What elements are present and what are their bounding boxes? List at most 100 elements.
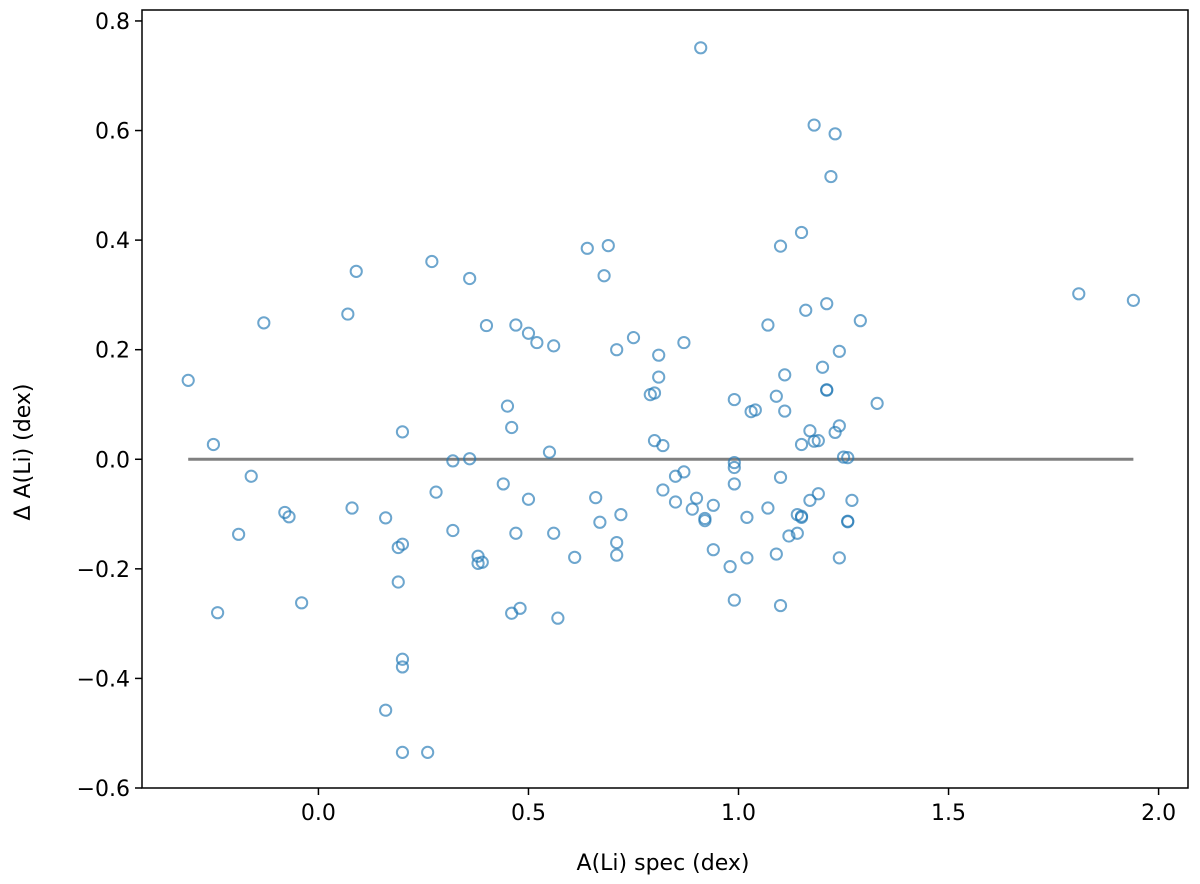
data-point bbox=[395, 537, 410, 551]
data-point bbox=[181, 373, 195, 387]
data-point bbox=[828, 127, 842, 141]
y-tick-label: 0.4 bbox=[95, 229, 130, 254]
data-point bbox=[694, 41, 708, 55]
data-point bbox=[841, 451, 855, 465]
data-point bbox=[794, 510, 809, 524]
y-tick-label: −0.4 bbox=[77, 667, 130, 692]
data-point bbox=[820, 297, 834, 311]
data-point bbox=[626, 331, 641, 345]
data-point bbox=[845, 493, 859, 507]
data-point bbox=[530, 335, 544, 350]
data-point bbox=[773, 598, 788, 613]
data-point bbox=[1126, 293, 1140, 307]
data-point bbox=[568, 550, 582, 564]
data-point bbox=[463, 271, 477, 286]
data-point bbox=[345, 501, 359, 515]
data-point bbox=[689, 491, 704, 505]
data-point bbox=[379, 703, 393, 717]
data-point bbox=[391, 575, 405, 589]
data-point bbox=[244, 469, 258, 483]
data-point bbox=[803, 493, 817, 507]
data-point bbox=[395, 660, 410, 674]
data-point bbox=[211, 606, 225, 620]
data-point bbox=[782, 529, 796, 543]
data-point bbox=[832, 344, 846, 358]
data-point bbox=[614, 508, 628, 522]
data-point bbox=[542, 445, 557, 459]
data-point bbox=[727, 460, 741, 475]
data-point bbox=[668, 495, 683, 509]
data-point bbox=[341, 307, 355, 321]
data-point bbox=[1072, 287, 1086, 301]
data-point bbox=[580, 241, 594, 255]
data-point bbox=[547, 526, 561, 540]
data-point bbox=[794, 437, 809, 452]
data-point bbox=[677, 335, 691, 350]
data-point bbox=[601, 238, 615, 253]
data-point bbox=[395, 745, 410, 759]
data-point bbox=[799, 303, 813, 317]
data-point bbox=[547, 339, 561, 353]
data-point bbox=[807, 118, 821, 132]
data-point bbox=[870, 396, 884, 410]
data-point bbox=[593, 515, 607, 529]
plot-frame bbox=[141, 9, 1189, 789]
data-point bbox=[820, 383, 834, 397]
data-point bbox=[379, 511, 393, 525]
data-point bbox=[610, 535, 624, 550]
data-point bbox=[727, 392, 741, 407]
data-point bbox=[551, 611, 565, 625]
data-point bbox=[761, 318, 775, 332]
data-point bbox=[500, 399, 515, 413]
data-point bbox=[811, 434, 825, 448]
x-axis-label: A(Li) spec (dex) bbox=[577, 851, 750, 876]
data-point bbox=[446, 523, 460, 538]
data-point bbox=[521, 326, 536, 340]
data-point bbox=[610, 343, 624, 357]
data-point bbox=[815, 360, 830, 374]
data-point bbox=[778, 404, 792, 418]
data-point bbox=[463, 452, 477, 466]
data-point bbox=[723, 560, 737, 574]
data-point bbox=[647, 434, 662, 448]
data-point bbox=[727, 593, 741, 607]
data-point bbox=[479, 318, 494, 333]
data-point bbox=[769, 389, 783, 403]
data-point bbox=[794, 225, 809, 240]
data-point bbox=[685, 502, 699, 516]
data-point bbox=[698, 514, 712, 528]
data-point bbox=[853, 314, 867, 328]
data-point bbox=[647, 386, 662, 400]
y-tick-label: −0.2 bbox=[77, 558, 130, 583]
data-point bbox=[778, 368, 792, 382]
data-point bbox=[509, 526, 523, 540]
data-point bbox=[395, 652, 410, 666]
data-point bbox=[206, 437, 221, 452]
data-point bbox=[790, 526, 804, 540]
data-point bbox=[656, 438, 670, 453]
data-point bbox=[446, 454, 460, 468]
y-tick-label: 0.2 bbox=[95, 339, 130, 364]
data-point bbox=[841, 515, 855, 529]
y-tick-label: 0.6 bbox=[95, 120, 130, 145]
data-point bbox=[505, 606, 519, 620]
data-point bbox=[748, 403, 762, 417]
data-point bbox=[828, 425, 842, 440]
data-point bbox=[677, 465, 691, 479]
data-point bbox=[475, 555, 489, 569]
data-point bbox=[278, 505, 292, 520]
data-point bbox=[429, 485, 443, 499]
data-point bbox=[824, 169, 838, 184]
data-point bbox=[513, 601, 527, 615]
x-tick-label: 0.5 bbox=[511, 801, 546, 826]
data-point bbox=[282, 510, 296, 524]
data-point bbox=[832, 551, 846, 565]
x-tick-label: 1.5 bbox=[931, 801, 966, 826]
data-point bbox=[505, 420, 519, 435]
x-tick-label: 0.0 bbox=[301, 801, 336, 826]
data-point bbox=[727, 455, 741, 470]
data-point bbox=[597, 269, 611, 283]
data-point bbox=[811, 487, 825, 501]
data-point bbox=[232, 527, 246, 541]
